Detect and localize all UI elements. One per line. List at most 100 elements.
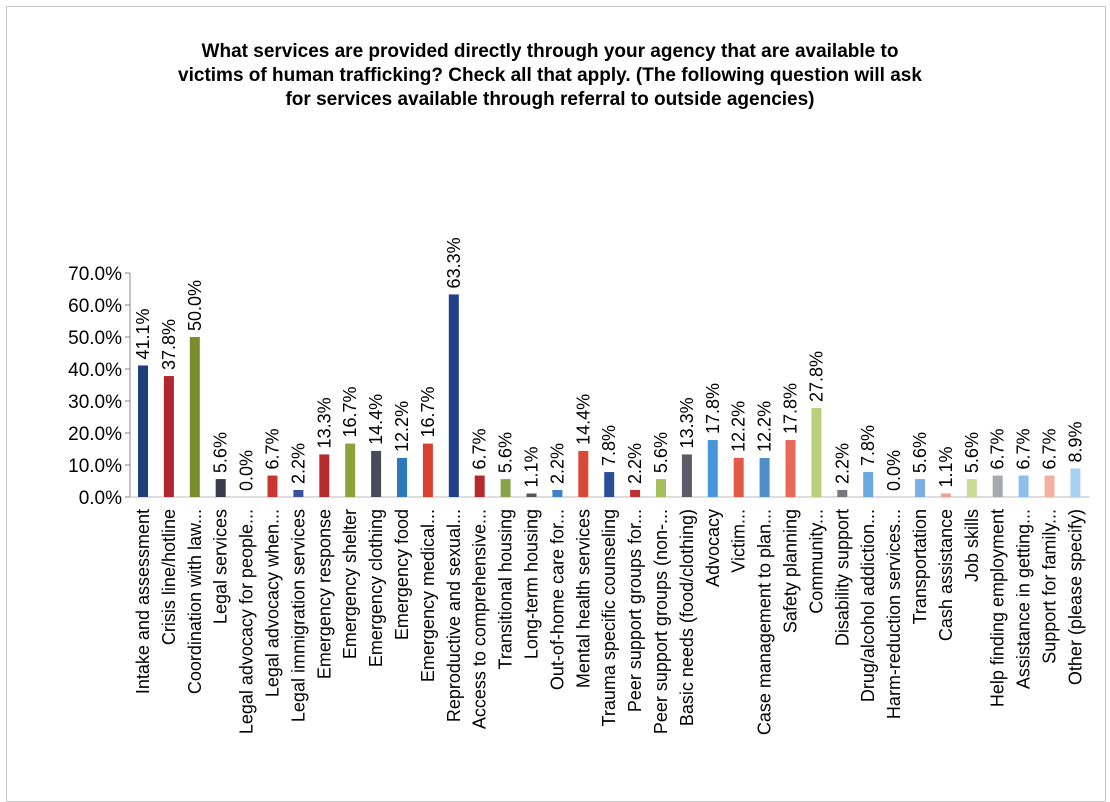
- data-label: 0.0%: [237, 450, 257, 491]
- category-label: Community...: [806, 509, 826, 614]
- category-label: Disability support: [832, 509, 852, 646]
- data-label: 13.3%: [314, 397, 334, 448]
- bar: [397, 457, 407, 497]
- bar: [915, 479, 925, 497]
- data-label: 2.2%: [625, 443, 645, 484]
- data-label: 41.1%: [133, 308, 153, 359]
- category-label: Legal advocacy for people...: [237, 509, 257, 734]
- chart-title-line-3: for services available through referral …: [285, 89, 815, 110]
- data-label: 50.0%: [185, 280, 205, 331]
- category-label: Harm-reduction services...: [884, 509, 904, 719]
- chart-title-line-1: What services are provided directly thro…: [201, 41, 899, 62]
- category-label: Drug/alcohol addiction...: [858, 509, 878, 702]
- data-label: 27.8%: [806, 351, 826, 402]
- bar: [1018, 475, 1029, 497]
- data-label: 2.2%: [547, 443, 567, 484]
- category-label: Assistance in getting...: [1014, 509, 1034, 689]
- bar: [811, 408, 822, 497]
- data-label: 6.7%: [1014, 429, 1034, 470]
- chart-title: What services are provided directly thro…: [100, 40, 1000, 112]
- y-tick-label: 20.0%: [68, 424, 122, 445]
- bar: [863, 472, 874, 497]
- data-label: 16.7%: [340, 387, 360, 438]
- data-label: 63.3%: [444, 237, 464, 288]
- bar: [319, 454, 330, 497]
- category-label: Intake and assessment: [133, 509, 153, 694]
- bar: [422, 443, 433, 497]
- category-label: Transportation: [910, 509, 930, 624]
- bar: [1044, 475, 1055, 497]
- bar: [189, 337, 200, 497]
- bar: [345, 443, 356, 497]
- y-tick-label: 60.0%: [68, 296, 122, 317]
- data-label: 5.6%: [962, 432, 982, 473]
- category-label: Reproductive and sexual...: [444, 509, 464, 722]
- data-labels: 41.1% 37.8%50.0%5.6% 0.0%6.7% 2.2%13.3% 16.7…: [133, 237, 1085, 491]
- data-label: 1.1%: [522, 446, 542, 487]
- category-labels: Intake and assessment Crisis line/hotline…: [133, 509, 1085, 735]
- category-label: Other (please specify): [1065, 509, 1085, 685]
- category-label: Peer support groups for...: [625, 509, 645, 712]
- data-label: 12.2%: [755, 401, 775, 452]
- data-label: 14.4%: [573, 394, 593, 445]
- category-label: Help finding employment: [988, 509, 1008, 707]
- category-label: Peer support groups (non-...: [651, 509, 671, 734]
- category-label: Crisis line/hotline: [159, 509, 179, 645]
- category-label: Emergency food: [392, 509, 412, 640]
- bar: [293, 489, 304, 497]
- bar: [837, 489, 848, 497]
- category-label: Long-term housing: [522, 509, 542, 659]
- bars: [138, 294, 1081, 497]
- bar: [630, 489, 641, 497]
- bar: [552, 489, 563, 497]
- data-label: 5.6%: [910, 432, 930, 473]
- y-tick-label: 40.0%: [68, 360, 122, 381]
- data-label: 2.2%: [832, 443, 852, 484]
- bar: [163, 376, 174, 497]
- bar: [138, 365, 148, 497]
- category-label: Emergency medical...: [418, 509, 438, 682]
- category-label: Case management to plan...: [755, 509, 775, 735]
- y-tick-label: 70.0%: [68, 264, 122, 285]
- data-label: 6.7%: [263, 429, 283, 470]
- data-label: 6.7%: [988, 429, 1008, 470]
- bar: [500, 479, 511, 497]
- bar: [656, 479, 666, 497]
- data-label: 16.7%: [418, 387, 438, 438]
- bar: [992, 475, 1003, 497]
- category-label: Legal advocacy when...: [263, 509, 283, 697]
- category-label: Access to comprehensive...: [470, 509, 490, 729]
- data-label: 17.8%: [781, 383, 801, 434]
- y-tick-label: 0.0%: [79, 488, 122, 509]
- data-label: 7.8%: [599, 425, 619, 466]
- category-label: Emergency clothing: [366, 509, 386, 667]
- data-label: 17.8%: [703, 383, 723, 434]
- category-label: Legal immigration services: [288, 509, 308, 722]
- data-label: 12.2%: [392, 401, 412, 452]
- bar: [966, 479, 977, 497]
- y-tick-label: 30.0%: [68, 392, 122, 413]
- category-label: Mental health services: [573, 509, 593, 688]
- y-axis: 0.0% 10.0% 20.0% 30.0% 40.0% 50.0% 60.0% 70.0%: [68, 264, 1090, 509]
- data-label: 37.8%: [159, 319, 179, 370]
- category-label: Legal services: [211, 509, 231, 624]
- bar: [267, 475, 278, 497]
- chart-title-line-2: victims of human trafficking? Check all …: [178, 65, 922, 86]
- data-label: 13.3%: [677, 397, 697, 448]
- bar: [733, 457, 744, 497]
- data-label: 6.7%: [1040, 429, 1060, 470]
- y-tick-label: 10.0%: [68, 456, 122, 477]
- data-label: 0.0%: [884, 450, 904, 491]
- bar: [474, 475, 485, 497]
- bar: [785, 440, 796, 497]
- category-label: Victim...: [729, 509, 749, 573]
- data-label: 5.6%: [496, 432, 516, 473]
- data-label: 5.6%: [651, 432, 671, 473]
- chart-frame: [6, 6, 1106, 802]
- category-label: Safety planning: [781, 509, 801, 633]
- bar: [681, 454, 692, 497]
- bar: [448, 294, 459, 497]
- data-label: 2.2%: [288, 443, 308, 484]
- y-tick-label: 50.0%: [68, 328, 122, 349]
